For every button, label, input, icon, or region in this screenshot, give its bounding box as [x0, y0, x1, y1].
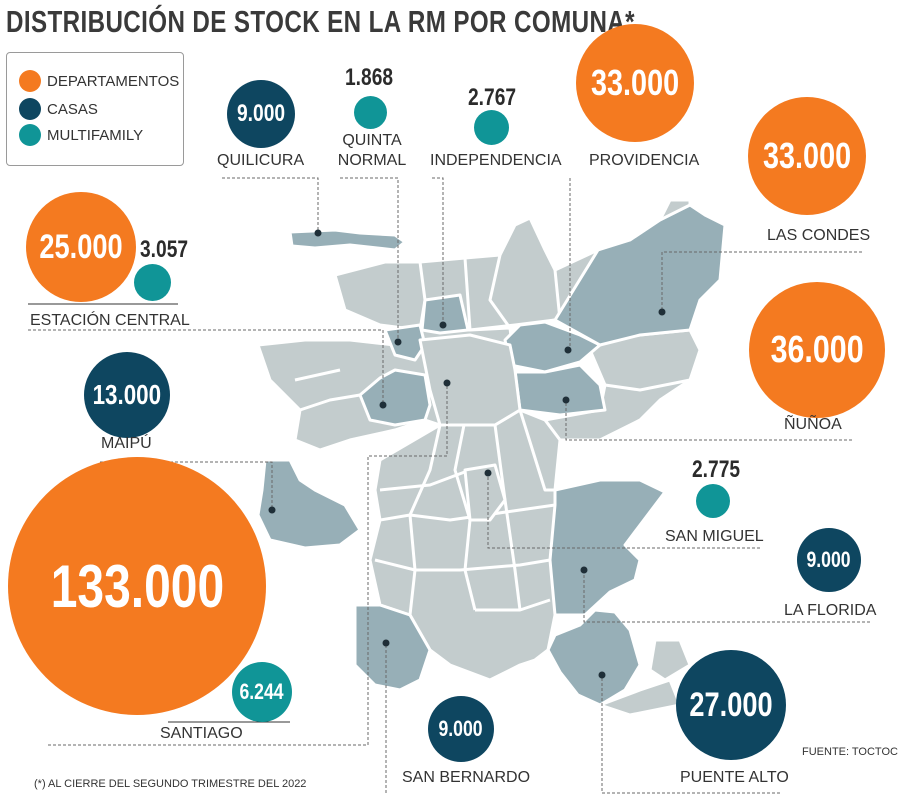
legend-item-multifamily: MULTIFAMILY	[19, 124, 143, 146]
las-condes-departamentos-value: 33.000	[762, 135, 852, 176]
las-condes-departamentos-bubble: 33.000	[748, 97, 866, 215]
santiago-label: SANTIAGO	[160, 725, 243, 742]
independencia-multifamily-value: 2.767	[468, 84, 517, 111]
dot-estacion-central	[379, 401, 387, 409]
footnote: (*) AL CIERRE DEL SEGUNDO TRIMESTRE DEL …	[34, 778, 307, 790]
independencia-label: INDEPENDENCIA	[430, 152, 562, 169]
casas-swatch	[19, 98, 41, 120]
legend-label: CASAS	[47, 100, 98, 118]
map-nunoa	[513, 363, 607, 417]
legend-label: DEPARTAMENTOS	[47, 72, 180, 90]
multifamily-swatch	[19, 124, 41, 146]
dot-nunoa	[562, 396, 570, 404]
quinta-normal-multifamily-bubble	[354, 96, 387, 129]
leader-quinta-normal	[340, 177, 399, 342]
leader-la-florida	[583, 570, 870, 623]
estacion-central-departamentos-value: 25.000	[39, 227, 123, 266]
san-miguel-label: SAN MIGUEL	[665, 528, 764, 545]
map-maipu	[256, 458, 362, 550]
maipu-casas-value: 13.000	[92, 379, 162, 410]
quinta-normal-label-line1: QUINTA	[342, 132, 402, 149]
dot-providencia	[564, 346, 572, 354]
dot-santiago	[443, 379, 451, 387]
dot-san-bernardo	[382, 639, 390, 647]
map-southeast2	[598, 678, 682, 717]
santiago-departamentos-bubble: 133.000	[8, 457, 266, 715]
leader-estacion-central	[28, 329, 384, 404]
san-bernardo-casas-value: 9.000	[438, 716, 484, 741]
dot-independencia	[439, 321, 447, 329]
nunoa-departamentos-bubble: 36.000	[749, 282, 885, 418]
san-miguel-multifamily-bubble	[696, 484, 730, 518]
leader-santiago	[48, 383, 448, 746]
quinta-normal-label: QUINTA NORMAL	[334, 131, 410, 171]
estacion-central-departamentos-bubble: 25.000	[26, 192, 136, 302]
map-santiago	[418, 333, 522, 427]
map-san-bernardo	[353, 603, 432, 692]
estacion-central-multifamily-bubble	[134, 264, 171, 301]
map-quilicura	[288, 228, 407, 252]
dot-maipu	[268, 506, 276, 514]
dot-la-florida	[580, 566, 588, 574]
providencia-departamentos-value: 33.000	[590, 62, 680, 103]
la-florida-casas-bubble: 9.000	[797, 528, 861, 592]
san-miguel-multifamily-value: 2.775	[692, 456, 741, 483]
nunoa-departamentos-value: 36.000	[770, 328, 864, 371]
quilicura-casas-bubble: 9.000	[227, 80, 295, 148]
legend-label: MULTIFAMILY	[47, 126, 144, 144]
map-independencia	[420, 293, 470, 335]
quilicura-casas-value: 9.000	[236, 100, 286, 127]
dot-quinta-normal	[394, 338, 402, 346]
leader-independencia	[432, 177, 444, 325]
puente-alto-label: PUENTE ALTO	[680, 769, 789, 786]
map-quinta-normal	[383, 323, 427, 362]
las-condes-label: LAS CONDES	[767, 227, 871, 244]
departamentos-swatch	[19, 70, 41, 92]
maipu-casas-bubble: 13.000	[84, 352, 170, 438]
santiago-multifamily-value: 6.244	[239, 679, 285, 704]
leader-san-miguel	[487, 473, 760, 549]
source-note: FUENTE: TOCTOC	[802, 746, 898, 758]
santiago-departamentos-value: 133.000	[50, 552, 224, 620]
dot-las-condes	[658, 308, 666, 316]
leader-las-condes	[661, 251, 862, 312]
santiago-multifamily-bubble: 6.244	[232, 662, 292, 722]
quinta-normal-label-line2: NORMAL	[337, 152, 407, 169]
san-bernardo-label: SAN BERNARDO	[402, 769, 531, 786]
leader-nunoa	[565, 400, 852, 441]
estacion-central-multifamily-value: 3.057	[140, 236, 189, 263]
dot-puente-alto	[598, 671, 606, 679]
quilicura-label: QUILICURA	[217, 152, 305, 169]
map-puente-alto	[546, 608, 642, 707]
dot-san-miguel	[484, 469, 492, 477]
estacion-central-label: ESTACIÓN CENTRAL	[30, 312, 190, 329]
puente-alto-casas-bubble: 27.000	[676, 650, 786, 760]
nunoa-label: ÑUÑOA	[784, 416, 842, 433]
map-las-condes	[553, 203, 727, 347]
providencia-departamentos-bubble: 33.000	[576, 24, 694, 142]
puente-alto-casas-value: 27.000	[689, 685, 773, 724]
leader-quilicura	[222, 177, 319, 232]
legend-item-casas: CASAS	[19, 98, 98, 120]
maipu-label: MAIPÚ	[101, 435, 152, 452]
legend-item-departamentos: DEPARTAMENTOS	[19, 70, 179, 92]
leader-puente-alto	[601, 675, 780, 794]
la-florida-label: LA FLORIDA	[784, 602, 877, 619]
quinta-normal-multifamily-value: 1.868	[345, 64, 394, 91]
independencia-multifamily-bubble	[474, 110, 509, 145]
map-estacion-central	[358, 368, 432, 427]
page-title: DISTRIBUCIÓN DE STOCK EN LA RM POR COMUN…	[6, 4, 635, 39]
providencia-label: PROVIDENCIA	[589, 152, 700, 169]
dot-quilicura	[314, 229, 322, 237]
la-florida-casas-value: 9.000	[806, 547, 852, 572]
san-bernardo-casas-bubble: 9.000	[428, 696, 494, 762]
map-san-miguel	[463, 463, 507, 522]
legend: DEPARTAMENTOS CASAS MULTIFAMILY	[6, 52, 184, 166]
map-southeast	[648, 638, 692, 682]
